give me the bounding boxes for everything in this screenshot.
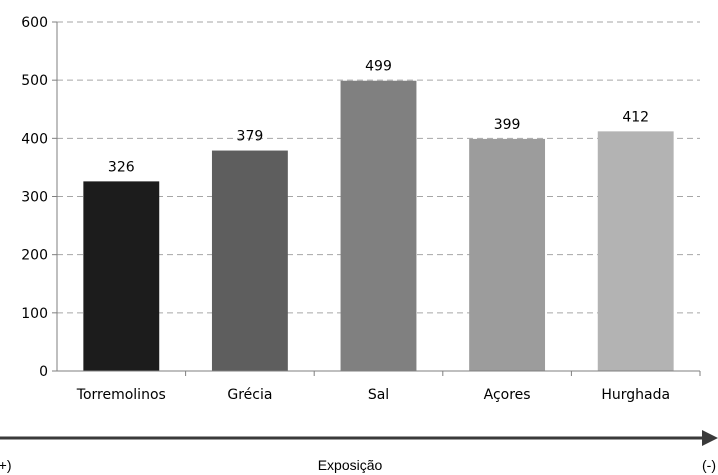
bar (469, 138, 546, 371)
category-label: Hurghada (601, 387, 670, 403)
category-label: Sal (368, 387, 389, 403)
category-label: Açores (484, 387, 531, 403)
exposure-arrow-head (702, 430, 718, 446)
bar (597, 131, 674, 371)
y-axis: 0 100 200 300 400 500 600 (21, 15, 58, 380)
y-tick-label: 300 (21, 190, 48, 206)
exposure-axis: (+) Exposição (-) (0, 430, 718, 473)
exposure-left-label: (+) (0, 457, 12, 473)
data-label: 499 (365, 59, 392, 75)
y-tick-label: 600 (21, 15, 48, 31)
data-label: 326 (108, 159, 135, 175)
category-label: Torremolinos (76, 387, 166, 403)
bar (83, 181, 160, 371)
bar (211, 150, 288, 371)
data-label: 379 (237, 129, 264, 145)
exposure-right-label: (-) (702, 457, 716, 473)
exposure-axis-label: Exposição (318, 457, 383, 473)
bar (340, 80, 417, 371)
y-tick-label: 200 (21, 248, 48, 264)
category-label: Grécia (227, 387, 272, 403)
x-axis: Torremolinos Grécia Sal Açores Hurghada (57, 370, 701, 403)
data-label: 399 (494, 117, 521, 133)
y-tick-label: 500 (21, 73, 48, 89)
y-tick-label: 400 (21, 131, 48, 147)
y-tick-label: 100 (21, 306, 48, 322)
data-label: 412 (622, 109, 649, 125)
bars: 326 379 499 399 412 (83, 59, 674, 371)
y-tick-label: 0 (39, 364, 48, 380)
